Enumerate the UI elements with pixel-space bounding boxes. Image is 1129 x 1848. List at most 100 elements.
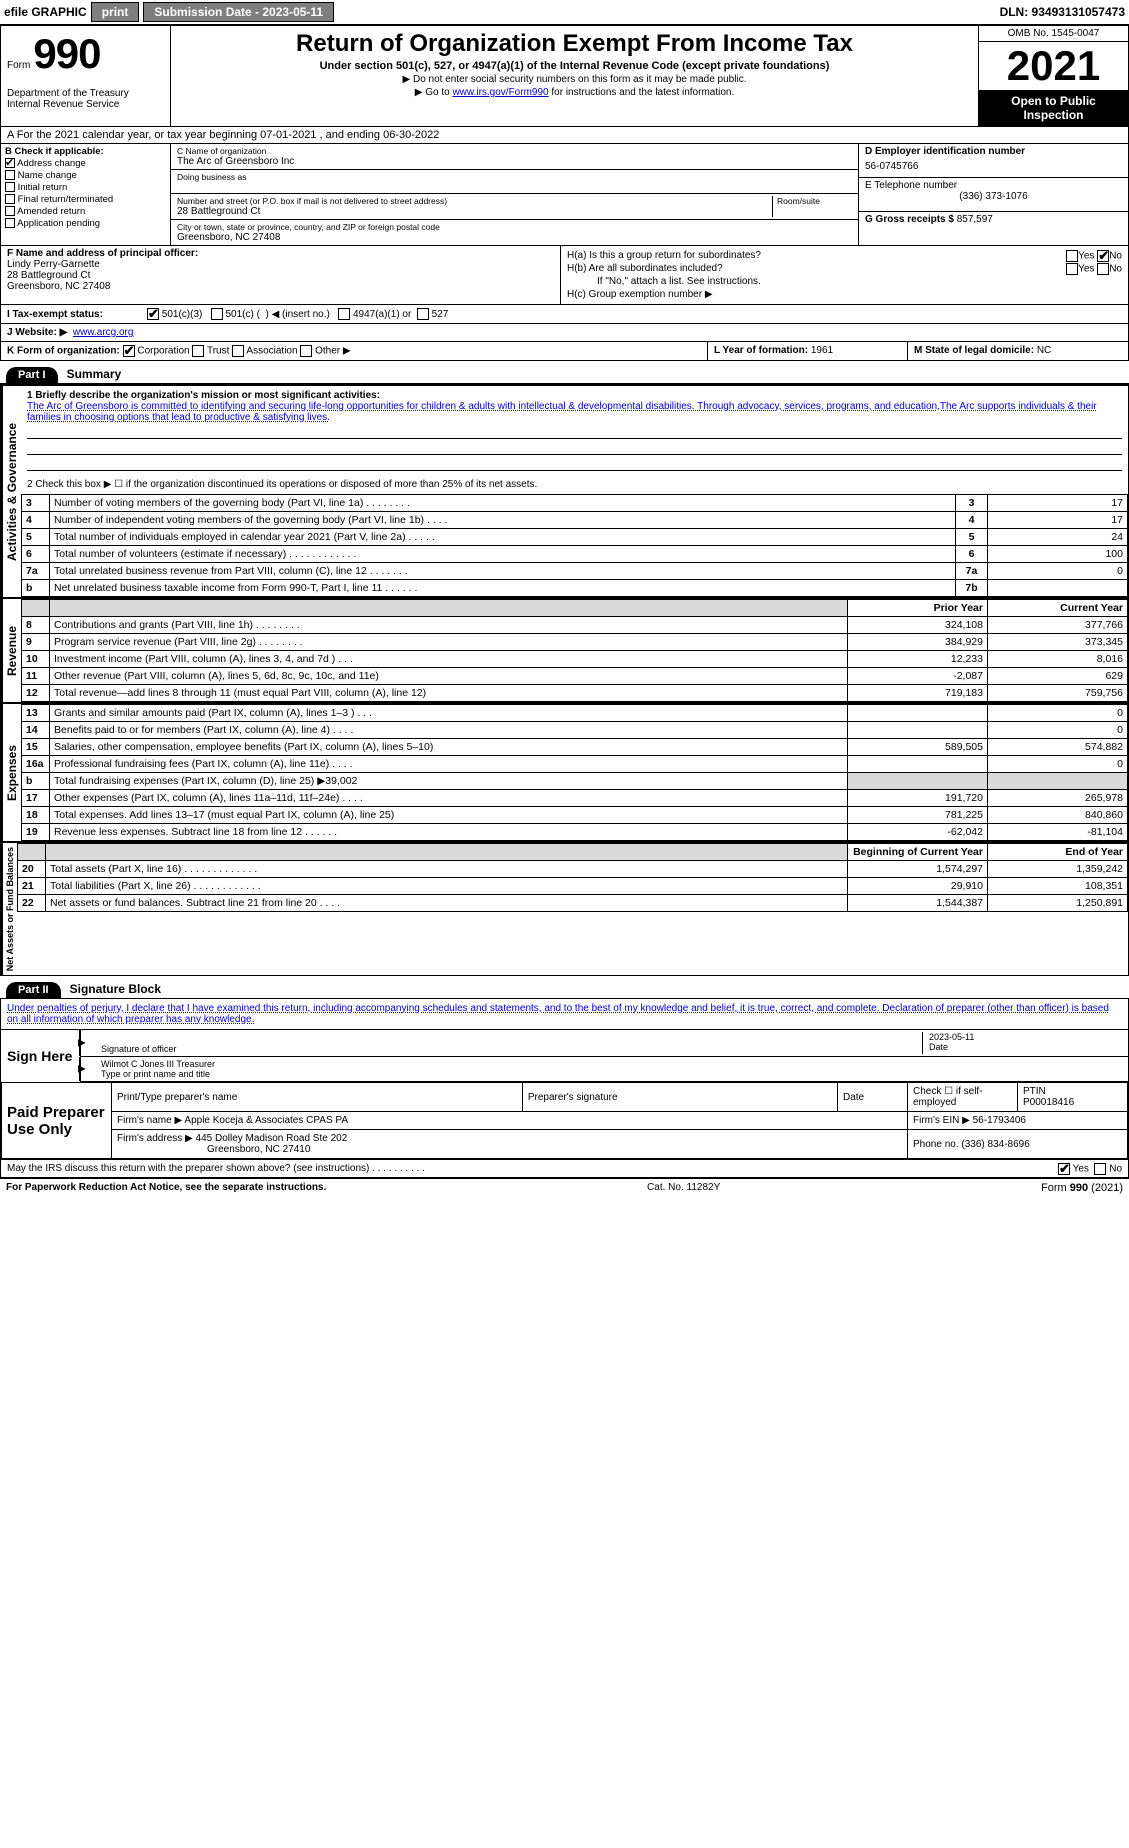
form-header: Form 990 Department of the Treasury Inte…	[0, 25, 1129, 127]
trust-checkbox[interactable]	[192, 345, 204, 357]
hb-no-checkbox[interactable]	[1097, 263, 1109, 275]
phone-label: E Telephone number	[865, 180, 1122, 191]
row-l: L Year of formation: 1961	[708, 342, 908, 360]
na-row: 21Total liabilities (Part X, line 26) . …	[18, 878, 1128, 895]
colb-checkbox-3[interactable]	[5, 194, 15, 204]
501c-checkbox[interactable]	[211, 308, 223, 320]
exp-row: 15Salaries, other compensation, employee…	[22, 739, 1128, 756]
ha-no-checkbox[interactable]	[1097, 250, 1109, 262]
row-k: K Form of organization: Corporation Trus…	[1, 342, 708, 360]
firm-phone-label: Phone no.	[913, 1139, 959, 1150]
sig-line-1: Signature of officer 2023-05-11 Date	[81, 1030, 1128, 1057]
gross-label: G Gross receipts $	[865, 214, 954, 225]
part2-wrapper: Part II Signature Block	[0, 976, 1129, 998]
sig-line-2: Wilmot C Jones III Treasurer Type or pri…	[81, 1057, 1128, 1082]
ha-yes-checkbox[interactable]	[1066, 250, 1078, 262]
ha-line: H(a) Is this a group return for subordin…	[567, 250, 1122, 261]
na-h-begin: Beginning of Current Year	[848, 844, 988, 861]
527-checkbox[interactable]	[417, 308, 429, 320]
colb-checkbox-4[interactable]	[5, 206, 15, 216]
prep-h2: Preparer's signature	[522, 1083, 837, 1112]
section-governance: Activities & Governance 1 Briefly descri…	[1, 384, 1128, 597]
col-b-title: B Check if applicable:	[5, 146, 166, 157]
col-c-org: C Name of organization The Arc of Greens…	[171, 144, 858, 245]
rev-row: 10Investment income (Part VIII, column (…	[22, 651, 1128, 668]
sig-date: 2023-05-11	[929, 1032, 1122, 1042]
hb-yes-checkbox[interactable]	[1066, 263, 1078, 275]
room-label: Room/suite	[777, 196, 852, 206]
part1-title: Summary	[67, 367, 122, 381]
colb-checkbox-0[interactable]	[5, 158, 15, 168]
part1-header: Part I	[6, 367, 58, 383]
501c3-checkbox[interactable]	[147, 308, 159, 320]
rev-h-prior: Prior Year	[848, 600, 988, 617]
officer-addr2: Greensboro, NC 27408	[7, 281, 554, 292]
side-expenses: Expenses	[1, 704, 21, 841]
preparer-left-label: Paid Preparer Use Only	[2, 1083, 112, 1159]
footer-left: For Paperwork Reduction Act Notice, see …	[6, 1182, 326, 1194]
assoc-checkbox[interactable]	[232, 345, 244, 357]
colb-checkbox-5[interactable]	[5, 218, 15, 228]
other-checkbox[interactable]	[300, 345, 312, 357]
row-m-value: NC	[1037, 345, 1051, 356]
firm-phone-value: (336) 834-8696	[961, 1139, 1029, 1150]
dba-label: Doing business as	[177, 172, 852, 182]
firm-ein-cell: Firm's EIN ▶ 56-1793406	[908, 1112, 1128, 1130]
firm-label: Firm's name ▶	[117, 1115, 182, 1126]
row-l-value: 1961	[811, 345, 833, 356]
irs-link[interactable]: www.irs.gov/Form990	[452, 87, 548, 98]
mission-blank-2	[27, 441, 1122, 455]
ein-label: D Employer identification number	[865, 146, 1122, 157]
org-name: The Arc of Greensboro Inc	[177, 156, 852, 167]
exp-row: bTotal fundraising expenses (Part IX, co…	[22, 773, 1128, 790]
header-right: OMB No. 1545-0047 2021 Open to Public In…	[978, 26, 1128, 126]
sig-arrow-icon	[79, 1030, 93, 1056]
corp-checkbox[interactable]	[123, 345, 135, 357]
sig-date-label: Date	[929, 1042, 948, 1052]
sign-here-label: Sign Here	[1, 1030, 81, 1082]
note-link-pre: ▶ Go to	[415, 87, 453, 98]
4947-checkbox[interactable]	[338, 308, 350, 320]
officer-addr1: 28 Battleground Ct	[7, 270, 554, 281]
print-button[interactable]: print	[91, 2, 140, 22]
form-title: Return of Organization Exempt From Incom…	[177, 30, 972, 58]
form-subtitle: Under section 501(c), 527, or 4947(a)(1)…	[177, 60, 972, 72]
declaration-link[interactable]: Under penalties of perjury, I declare th…	[7, 1003, 1109, 1025]
sig-arrow-icon-2	[79, 1057, 93, 1081]
rev-row: 9Program service revenue (Part VIII, lin…	[22, 634, 1128, 651]
colb-item-0: Address change	[5, 158, 166, 169]
city-value: Greensboro, NC 27408	[177, 232, 852, 243]
org-name-label: C Name of organization	[177, 146, 852, 156]
exp-row: 19Revenue less expenses. Subtract line 1…	[22, 824, 1128, 841]
mission-blank-1	[27, 425, 1122, 439]
row-j-website: J Website: ▶ www.arcg.org	[0, 324, 1129, 342]
form-label: Form	[7, 60, 30, 71]
discuss-no-checkbox[interactable]	[1094, 1163, 1106, 1175]
colb-checkbox-1[interactable]	[5, 170, 15, 180]
section-netassets: Net Assets or Fund Balances Beginning of…	[1, 841, 1128, 975]
firm-value: Apple Koceja & Associates CPAS PA	[184, 1115, 348, 1126]
part2-box: Under penalties of perjury, I declare th…	[0, 998, 1129, 1178]
col-b-checkboxes: B Check if applicable: Address change Na…	[1, 144, 171, 245]
open-inspection: Open to Public Inspection	[979, 90, 1128, 126]
part1-wrapper: Part I Summary	[0, 361, 1129, 383]
colb-checkbox-2[interactable]	[5, 182, 15, 192]
colb-item-5: Application pending	[5, 218, 166, 229]
firm-phone-cell: Phone no. (336) 834-8696	[908, 1130, 1128, 1159]
row-a-period: A For the 2021 calendar year, or tax yea…	[0, 127, 1129, 144]
gov-row: bNet unrelated business taxable income f…	[22, 580, 1128, 597]
website-link[interactable]: www.arcg.org	[73, 327, 134, 338]
mission-label: 1 Briefly describe the organization's mi…	[27, 390, 1122, 401]
footer-right: Form 990 (2021)	[1041, 1182, 1123, 1194]
gov-row: 3Number of voting members of the governi…	[22, 495, 1128, 512]
row-m-label: M State of legal domicile:	[914, 345, 1034, 356]
firm-name-cell: Firm's name ▶ Apple Koceja & Associates …	[112, 1112, 908, 1130]
mission-link[interactable]: The Arc of Greensboro is committed to id…	[27, 401, 1097, 423]
section-revenue: Revenue Prior Year Current Year 8Contrib…	[1, 597, 1128, 702]
submission-date-button[interactable]: Submission Date - 2023-05-11	[143, 2, 334, 22]
side-netassets: Net Assets or Fund Balances	[1, 843, 17, 975]
note-ssn: ▶ Do not enter social security numbers o…	[177, 74, 972, 85]
discuss-yes-checkbox[interactable]	[1058, 1163, 1070, 1175]
row-j-label: J Website: ▶	[7, 327, 67, 338]
firm-addr-cell: Firm's address ▶ 445 Dolley Madison Road…	[112, 1130, 908, 1159]
